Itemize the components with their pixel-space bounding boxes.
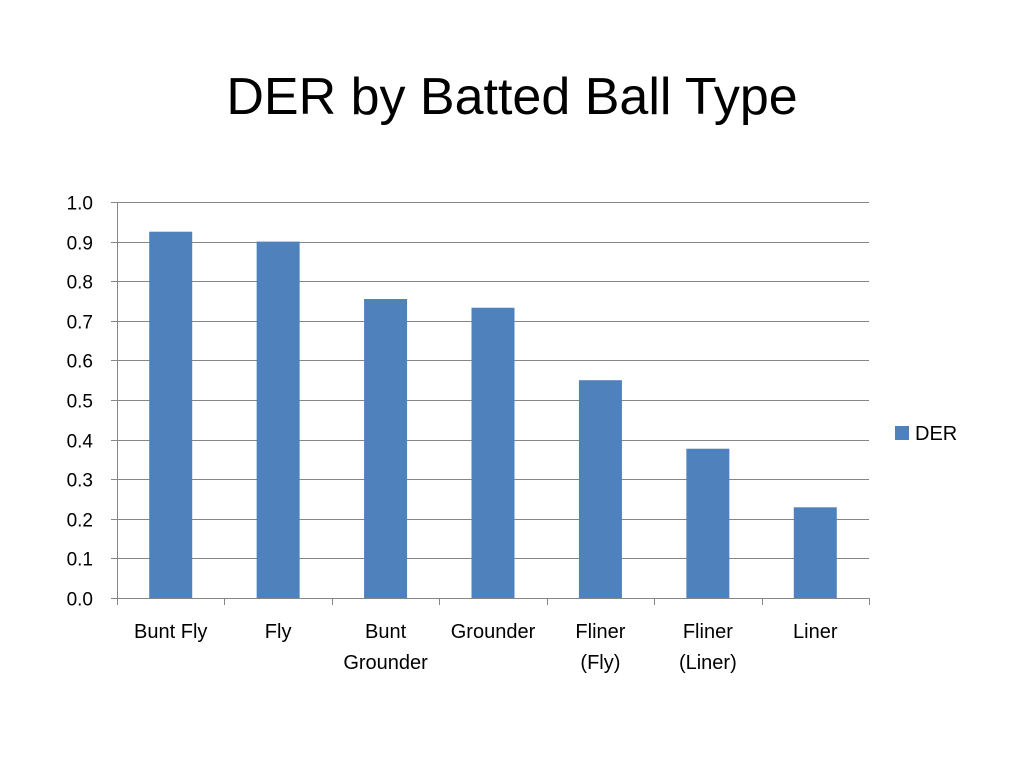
y-tick-label: 1.0 [67,194,93,215]
x-category-label: Grounder [451,621,536,643]
x-category-label: Bunt Grounder [343,621,428,674]
bar [686,448,730,598]
bar [364,299,408,598]
bar [256,241,300,598]
legend: DER [895,423,957,445]
x-category-label: Fliner (Liner) [679,621,737,674]
y-tick-label: 0.4 [67,432,94,453]
y-tick-label: 0.5 [67,392,93,413]
y-tick-labels: 0.0 0.1 0.2 0.3 0.4 0.5 0.6 0.7 0.8 0.9 1.0 [67,194,94,611]
bar [793,507,837,598]
bar [149,231,193,598]
y-tick-label: 0.9 [67,234,93,255]
x-category-labels: Bunt Fly Fly Bunt Grounder Grounder Fliner (Fl… [134,621,838,674]
bar [578,380,622,598]
axes [111,202,870,605]
y-tick-label: 0.2 [67,511,93,532]
y-tick-label: 0.0 [67,590,93,611]
legend-swatch [895,426,909,440]
x-category-label: Bunt Fly [134,621,207,643]
x-category-label: Fliner (Fly) [575,621,625,674]
y-tick-label: 0.1 [67,550,93,571]
x-category-label: Liner [793,621,838,643]
bars [149,231,837,598]
legend-label: DER [915,423,957,445]
y-tick-label: 0.7 [67,313,93,334]
y-tick-label: 0.6 [67,352,93,373]
bar [471,307,515,598]
x-category-label: Fly [265,621,292,643]
y-tick-label: 0.8 [67,273,93,294]
y-tick-label: 0.3 [67,471,93,492]
chart-title: DER by Batted Ball Type [226,68,798,126]
